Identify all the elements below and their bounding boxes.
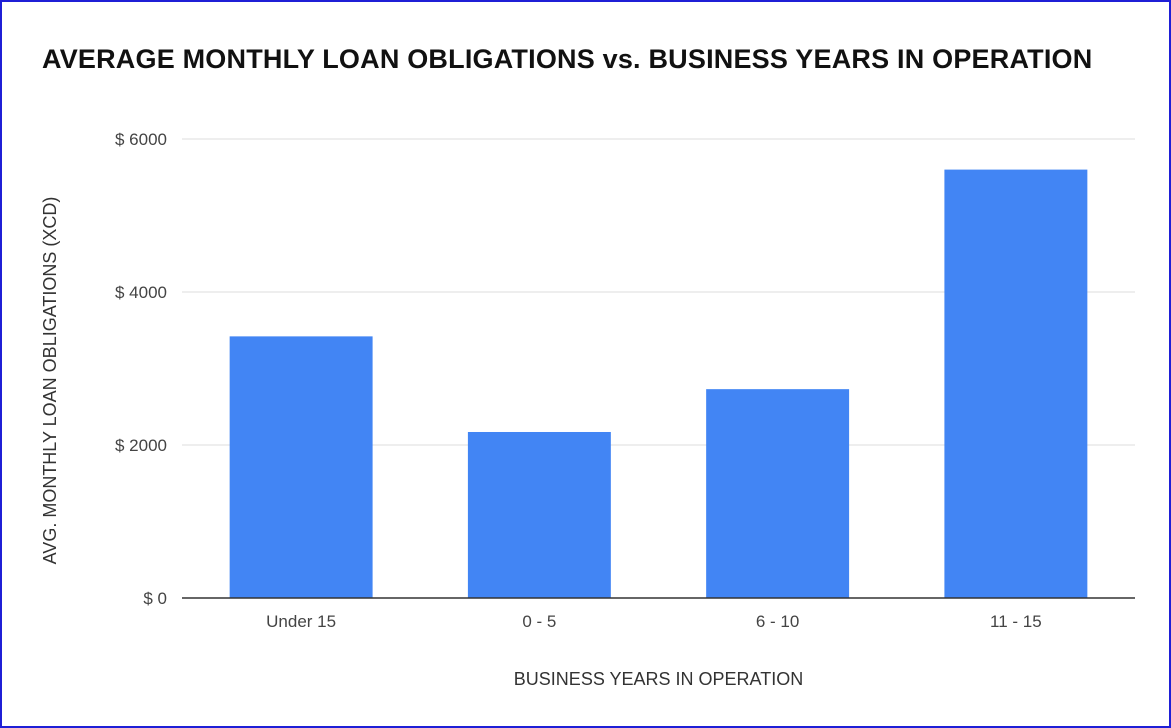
- bar: [706, 389, 850, 598]
- y-tick-label: $ 0: [143, 589, 167, 608]
- x-tick-label: 11 - 15: [990, 612, 1042, 631]
- bars: [229, 169, 1088, 598]
- y-tick-label: $ 2000: [115, 436, 167, 455]
- x-tick-label: 6 - 10: [756, 612, 799, 631]
- x-tick-label: Under 15: [266, 612, 336, 631]
- y-tick-label: $ 4000: [115, 283, 167, 302]
- x-tick-label: 0 - 5: [522, 612, 556, 631]
- y-tick-labels: $ 0 $ 2000 $ 4000 $ 6000: [115, 130, 167, 608]
- x-tick-labels: Under 15 0 - 5 6 - 10 11 - 15: [266, 612, 1042, 631]
- y-tick-label: $ 6000: [115, 130, 167, 149]
- y-axis-label: AVG. MONTHLY LOAN OBLIGATIONS (XCD): [40, 197, 60, 565]
- x-axis-label: BUSINESS YEARS IN OPERATION: [514, 669, 803, 689]
- bar: [229, 336, 373, 598]
- bar: [467, 431, 611, 598]
- bar: [944, 169, 1088, 598]
- chart-title: AVERAGE MONTHLY LOAN OBLIGATIONS vs. BUS…: [42, 44, 1093, 74]
